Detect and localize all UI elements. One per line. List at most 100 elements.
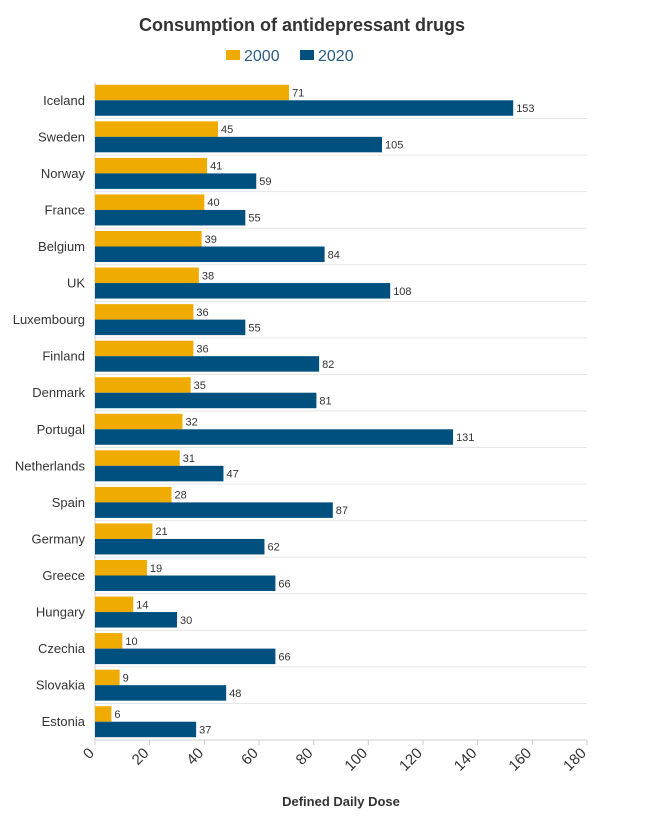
data-label-2020-estonia: 37 [199,724,211,736]
legend: 2000 2020 [226,48,354,65]
bar-2020-slovakia[interactable] [95,685,227,701]
data-label-2000-spain: 28 [175,490,187,502]
bar-2020-france[interactable] [95,209,246,226]
gridlines [94,82,587,741]
data-label-2000-estonia: 6 [114,709,120,721]
data-label-2000-luxembourg: 36 [196,307,208,319]
data-label-2000-slovakia: 9 [123,672,129,684]
bar-2020-belgium[interactable] [95,246,325,263]
bar-2000-spain[interactable] [95,486,172,503]
data-label-2020-iceland: 153 [516,103,534,115]
data-label-2020-france: 55 [248,213,260,225]
data-label-2020-czechia: 66 [278,651,290,663]
bar-2020-portugal[interactable] [95,429,454,445]
bar-2020-spain[interactable] [95,502,333,518]
bar-2000-norway[interactable] [95,157,208,174]
bar-2000-sweden[interactable] [95,121,218,137]
bar-2020-greece[interactable] [95,575,276,592]
bar-2020-finland[interactable] [95,356,320,372]
x-tick-label: 0 [80,745,98,763]
legend-label-2000[interactable]: 2000 [244,48,280,65]
bar-2000-czechia[interactable] [95,633,123,649]
data-label-2000-germany: 21 [155,526,167,538]
bars: 71 153 45 105 41 59 40 55 39 84 38 108 36 55 36 82 35 81 3… [95,84,535,738]
bar-2000-hungary[interactable] [95,596,134,613]
bar-2000-belgium[interactable] [95,231,202,247]
bar-2000-uk[interactable] [95,267,199,284]
data-label-2020-sweden: 105 [385,140,403,152]
bar-2000-finland[interactable] [95,340,194,357]
bar-2000-netherlands[interactable] [95,450,180,466]
category-label-belgium: Belgium [38,239,85,254]
x-tick-label: 60 [238,745,262,769]
bar-2000-denmark[interactable] [95,377,191,393]
x-tick-label: 180 [560,745,590,775]
data-label-2020-norway: 59 [259,176,271,188]
category-label-denmark: Denmark [32,385,85,400]
data-label-2000-netherlands: 31 [183,453,195,465]
data-label-2020-greece: 66 [278,578,290,590]
data-label-2000-finland: 36 [196,343,208,355]
data-label-2020-belgium: 84 [328,249,340,261]
category-label-estonia: Estonia [42,714,86,729]
category-label-slovakia: Slovakia [36,678,86,693]
bar-2020-denmark[interactable] [95,392,317,409]
data-label-2000-norway: 41 [210,161,222,173]
bar-2000-greece[interactable] [95,560,147,576]
category-label-germany: Germany [32,531,86,546]
data-label-2020-finland: 82 [322,359,334,371]
bar-2000-estonia[interactable] [95,706,112,722]
bar-2000-france[interactable] [95,194,205,210]
bar-2000-germany[interactable] [95,523,153,539]
bar-2020-norway[interactable] [95,173,257,189]
x-tick-label: 100 [341,745,371,775]
category-labels: Iceland Sweden Norway France Belgium UK Luxemb… [13,93,86,729]
x-tick-label: 80 [293,745,317,769]
bar-2020-sweden[interactable] [95,136,382,153]
data-label-2020-uk: 108 [393,286,411,298]
bar-2020-iceland[interactable] [95,100,514,116]
category-label-netherlands: Netherlands [15,458,86,473]
data-label-2000-iceland: 71 [292,88,304,100]
data-label-2020-netherlands: 47 [226,469,238,481]
data-label-2000-portugal: 32 [185,417,197,429]
category-label-spain: Spain [52,495,85,510]
data-label-2000-uk: 38 [202,270,214,282]
data-label-2000-czechia: 10 [125,636,137,648]
data-label-2020-spain: 87 [336,505,348,517]
bar-2000-iceland[interactable] [95,84,290,101]
x-tick-label: 160 [505,745,535,775]
x-tick-label: 120 [396,745,426,775]
category-label-norway: Norway [41,166,86,181]
category-label-portugal: Portugal [37,422,86,437]
bar-2020-czechia[interactable] [95,648,276,665]
bar-2020-estonia[interactable] [95,721,197,738]
bar-2020-netherlands[interactable] [95,465,224,482]
x-tick-label: 20 [129,745,153,769]
legend-swatch-2020[interactable] [300,50,314,60]
bar-2020-hungary[interactable] [95,612,177,628]
data-label-2020-hungary: 30 [180,615,192,627]
x-axis-ticks: 0 20 40 60 80 100 120 140 160 180 [80,740,590,775]
x-tick-label: 40 [183,745,207,769]
bar-2020-luxembourg[interactable] [95,319,246,336]
data-label-2020-germany: 62 [267,542,279,554]
category-label-iceland: Iceland [43,93,85,108]
data-label-2020-slovakia: 48 [229,688,241,700]
category-label-france: France [45,202,85,217]
category-label-finland: Finland [42,349,85,364]
x-axis-title: Defined Daily Dose [282,794,400,809]
bar-2000-portugal[interactable] [95,413,183,430]
bar-2000-slovakia[interactable] [95,669,120,686]
category-label-uk: UK [67,276,85,291]
category-label-czechia: Czechia [38,641,86,656]
bar-2020-uk[interactable] [95,283,391,299]
category-label-luxembourg: Luxembourg [13,312,85,327]
category-label-greece: Greece [42,568,85,583]
data-label-2000-france: 40 [207,197,219,209]
bar-2020-germany[interactable] [95,538,265,555]
legend-swatch-2000[interactable] [226,50,240,60]
legend-label-2020[interactable]: 2020 [318,48,354,65]
bar-2000-luxembourg[interactable] [95,304,194,320]
